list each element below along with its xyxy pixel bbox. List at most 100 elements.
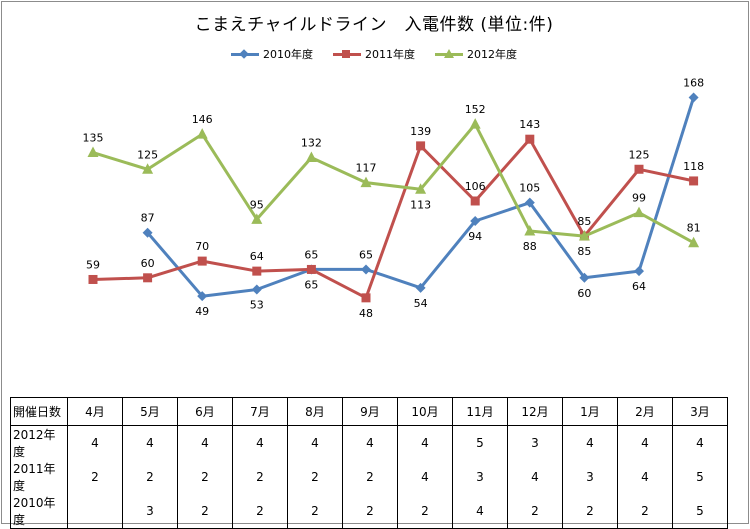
data-point-2011-12月 [525, 134, 535, 144]
table-row-label: 2012年度 [10, 425, 68, 460]
data-point-2011-10月 [416, 141, 426, 151]
legend-swatch-2012 [435, 48, 463, 58]
table-header-11月: 11月 [452, 397, 508, 426]
table-header-7月: 7月 [232, 397, 288, 426]
legend-item-2011: 2011年度 [333, 46, 415, 62]
table-cell: 4 [122, 425, 178, 460]
table-cell: 3 [122, 494, 178, 529]
table-row: 2010年度 3 2 2 2 2 2 4 2 2 2 5 [10, 494, 728, 529]
data-point-2012-4月 [87, 146, 99, 158]
table-header-12月: 12月 [507, 397, 563, 426]
data-point-2012-2月 [633, 206, 645, 218]
legend-swatch-2010 [231, 48, 259, 59]
data-point-2011-5月 [143, 273, 153, 283]
data-point-2010-2月 [634, 266, 644, 277]
legend-swatch-2011 [333, 49, 361, 58]
data-label-2011-9月: 48 [359, 307, 373, 320]
data-point-2012-11月 [469, 118, 481, 129]
data-label-2012-4月: 135 [83, 132, 104, 145]
table-header-8月: 8月 [287, 397, 343, 426]
data-label-2011-4月: 59 [86, 258, 100, 271]
table-cell: 2 [342, 494, 398, 529]
data-label-2010-2月: 64 [632, 280, 646, 293]
table-cell: 2 [342, 460, 398, 494]
table-cell: 4 [507, 460, 563, 494]
data-label-2010-6月: 49 [195, 305, 209, 318]
series-2011: 59 60 70 64 65 48 139 106 143 85 125 118 [86, 118, 704, 320]
table-cell: 2 [177, 460, 233, 494]
chart-title: こまえチャイルドライン 入電件数 (単位:件) [194, 15, 554, 35]
table-row-label: 2011年度 [10, 460, 68, 494]
series-line-2012 [92, 122, 695, 245]
data-point-2010-1月 [579, 272, 590, 283]
table-cell: 3 [562, 460, 618, 494]
table-cell: 2 [122, 460, 178, 494]
data-label-2011-1月: 85 [577, 215, 591, 228]
legend: 2010年度 2011年度 2012年度 [0, 46, 748, 62]
data-label-2011-2月: 125 [629, 148, 650, 161]
data-point-2010-11月 [470, 216, 481, 227]
data-point-2010-6月 [197, 291, 208, 302]
table-cell: 2 [562, 494, 618, 529]
table-header-10月: 10月 [397, 397, 453, 426]
data-point-2012-8月 [305, 151, 317, 163]
data-label-2011-11月: 106 [465, 180, 486, 193]
series-2012: 135 125 146 95 132 117 113 152 88 85 99 81 [83, 103, 701, 258]
legend-label-2012: 2012年度 [467, 48, 517, 61]
data-label-2010-12月: 105 [519, 182, 540, 195]
table-cell: 4 [177, 425, 233, 460]
series-line-2011 [92, 137, 694, 300]
data-label-2011-5月: 60 [141, 257, 155, 270]
table-cell: 2 [287, 460, 343, 494]
table-cell: 4 [67, 425, 123, 460]
table-cell: 3 [507, 425, 563, 460]
table-cell: 4 [617, 460, 673, 494]
data-label-2012-2月: 99 [632, 192, 646, 205]
data-point-2010-7月 [251, 284, 262, 295]
data-label-2011-12月: 143 [519, 118, 540, 131]
data-label-2010-8月: 65 [304, 248, 318, 261]
data-point-2012-10月 [415, 183, 427, 194]
table-cell: 3 [452, 460, 508, 494]
data-point-2010-9月 [361, 264, 371, 275]
table-header-9月: 9月 [342, 397, 398, 426]
table-header-row: 開催日数 4月 5月 6月 7月 8月 9月 10月 11月 12月 1月 2月 3月 [10, 397, 728, 426]
table-cell: 4 [617, 425, 673, 460]
data-point-2012-7月 [251, 213, 263, 224]
table-header-1月: 1月 [562, 397, 618, 426]
table-header-2月: 2月 [617, 397, 673, 426]
data-point-2012-12月 [524, 225, 536, 236]
data-label-2012-9月: 117 [356, 162, 377, 175]
table-cell: 4 [397, 425, 453, 460]
data-point-2011-7月 [252, 266, 262, 276]
data-label-2010-5月: 87 [141, 212, 155, 225]
table-row: 2011年度 2 2 2 2 2 2 4 3 4 3 4 5 [10, 460, 728, 494]
data-label-2012-11月: 152 [465, 103, 486, 116]
table-cell: 4 [287, 425, 343, 460]
legend-label-2011: 2011年度 [365, 48, 415, 61]
data-label-2010-3月: 168 [683, 76, 704, 89]
data-point-2011-8月 [306, 264, 316, 274]
table-cell: 2 [232, 494, 288, 529]
table-cell: 4 [452, 494, 508, 529]
data-point-2011-11月 [470, 196, 480, 206]
table-header-5月: 5月 [122, 397, 178, 426]
data-label-2012-5月: 125 [137, 148, 158, 161]
table-cell [67, 494, 123, 529]
legend-item-2012: 2012年度 [435, 46, 517, 62]
data-label-2012-6月: 146 [192, 113, 213, 126]
table-cell: 5 [452, 425, 508, 460]
legend-item-2010: 2010年度 [231, 46, 313, 62]
data-label-2012-12月: 88 [523, 240, 537, 253]
data-point-2011-3月 [689, 176, 699, 186]
data-label-2010-7月: 53 [250, 298, 264, 311]
table-cell: 5 [672, 460, 728, 494]
table-cell: 2 [287, 494, 343, 529]
data-point-2012-3月 [688, 236, 700, 248]
table-cell: 2 [232, 460, 288, 494]
table-cell: 4 [562, 425, 618, 460]
table-cell: 2 [397, 494, 453, 529]
data-point-2012-9月 [360, 176, 372, 188]
data-label-2011-10月: 139 [410, 125, 431, 138]
